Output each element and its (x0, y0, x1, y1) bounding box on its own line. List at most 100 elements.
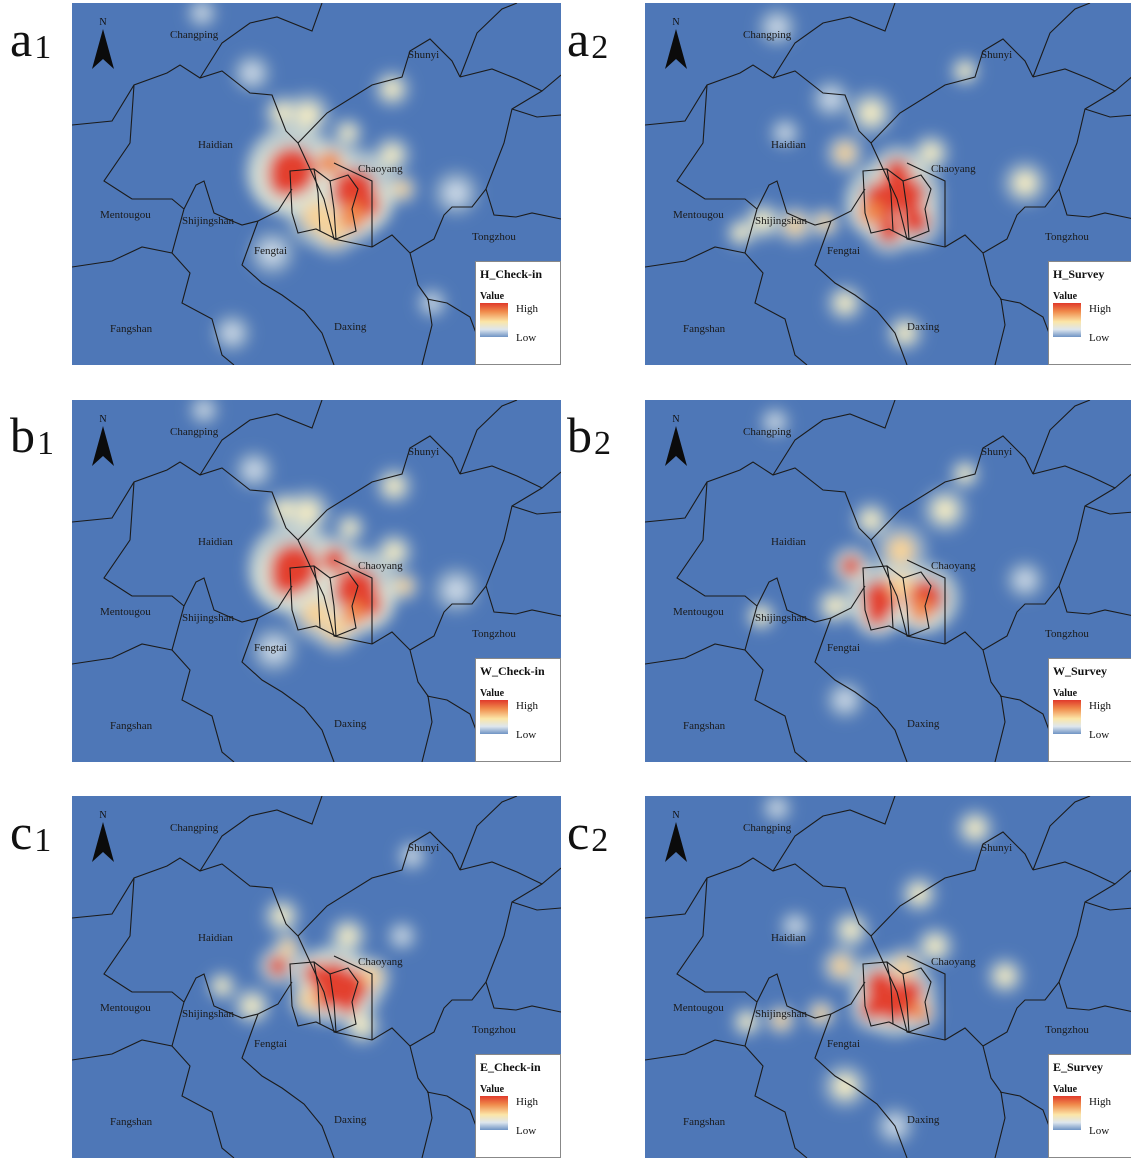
north-arrow-icon: N (90, 810, 116, 866)
district-label-daxing: Daxing (334, 321, 367, 333)
boundary-line (645, 1001, 758, 1061)
boundary-line (183, 180, 259, 226)
legend-title: E_Check-in (480, 1060, 541, 1074)
heat-spot (777, 125, 793, 141)
boundary-line (241, 220, 335, 365)
district-boundaries (72, 400, 561, 762)
district-label-daxing: Daxing (334, 1114, 367, 1126)
heat-spot (382, 145, 402, 165)
legend: W_Check-in Value High Low (475, 658, 561, 762)
heat-spot (773, 1012, 789, 1028)
heat-spot (444, 578, 468, 602)
heat-spot (260, 241, 284, 265)
heat-spot (262, 638, 286, 662)
boundary-line (676, 84, 758, 210)
heat-spot (909, 598, 933, 622)
boundary-line (297, 142, 373, 248)
heat-spot (270, 560, 306, 596)
boundary-line (906, 559, 946, 644)
district-label-chaoyang: Chaoyang (358, 163, 403, 175)
legend: H_Check-in Value High Low (475, 261, 561, 365)
district-label-shunyi: Shunyi (981, 842, 1013, 854)
district-label-daxing: Daxing (907, 718, 940, 730)
legend-value-label: Value (1053, 688, 1078, 699)
heat-layer (725, 8, 1048, 352)
boundary-line (1084, 108, 1131, 118)
district-label-shijingshan: Shijingshan (182, 1008, 234, 1020)
north-arrow-icon: N (90, 414, 116, 470)
boundary-line (982, 187, 1131, 254)
boundary-line (870, 142, 946, 248)
legend-low-label: Low (516, 729, 537, 741)
boundary-line (72, 605, 185, 665)
boundary-line (906, 162, 946, 247)
boundary-line (870, 831, 1034, 937)
boundary-line (511, 108, 561, 118)
district-label-fangshan: Fangshan (110, 323, 153, 335)
district-label-chaoyang: Chaoyang (358, 560, 403, 572)
heat-spot (965, 818, 985, 838)
boundary-line (870, 38, 1034, 144)
district-label-fangshan: Fangshan (110, 1116, 153, 1128)
boundary-line (902, 577, 910, 637)
boundary-line (862, 565, 932, 637)
panel-label-c2: c2 (567, 804, 609, 860)
boundary-line (485, 883, 543, 983)
boundary-line (171, 649, 235, 762)
heat-spot (833, 1074, 857, 1098)
district-label-changping: Changping (743, 822, 792, 834)
heat-spot (753, 608, 769, 624)
boundary-line (1032, 68, 1131, 92)
district-label-haidian: Haidian (771, 536, 806, 548)
heat-spot (444, 181, 468, 205)
legend-value-label: Value (1053, 1084, 1078, 1095)
district-boundaries (645, 796, 1131, 1158)
boundary-line (313, 961, 321, 1025)
heat-spot (268, 956, 288, 976)
heat-spot (394, 928, 410, 944)
boundary-line (944, 1027, 1006, 1158)
legend-color-ramp (480, 700, 508, 734)
heat-spot (194, 5, 210, 21)
district-label-shijingshan: Shijingshan (182, 215, 234, 227)
district-label-shijingshan: Shijingshan (755, 1008, 807, 1020)
district-label-mentougou: Mentougou (673, 1002, 724, 1014)
legend-high-label: High (516, 700, 538, 712)
heat-spot (921, 143, 941, 163)
boundary-line (676, 481, 758, 607)
north-label: N (672, 810, 680, 821)
boundary-line (459, 400, 518, 475)
heat-spot (767, 414, 783, 430)
district-label-chaoyang: Chaoyang (358, 956, 403, 968)
map-canvas (72, 3, 561, 365)
heat-spot (244, 460, 264, 480)
heat-spot (352, 1016, 372, 1036)
district-label-shunyi: Shunyi (408, 446, 440, 458)
district-label-fengtai: Fengtai (827, 245, 860, 257)
boundary-line (772, 3, 896, 79)
heat-layer (188, 400, 479, 673)
boundary-line (313, 565, 321, 629)
north-arrow-icon: N (663, 810, 689, 866)
district-label-mentougou: Mentougou (100, 1002, 151, 1014)
heat-spot (338, 926, 358, 946)
heat-spot (384, 476, 404, 496)
district-label-tongzhou: Tongzhou (472, 231, 516, 243)
boundary-line (645, 605, 758, 665)
heat-spot (933, 498, 957, 522)
boundary-line (902, 180, 910, 240)
heat-spot (396, 578, 412, 594)
district-label-shunyi: Shunyi (981, 49, 1013, 61)
boundary-line (830, 981, 866, 1015)
heat-spot (887, 536, 915, 564)
boundary-line (886, 168, 894, 232)
heat-spot (214, 978, 230, 994)
legend-title: E_Survey (1053, 1060, 1104, 1074)
legend-value-label: Value (480, 1084, 505, 1095)
north-label: N (672, 17, 680, 28)
heat-spot (909, 1002, 929, 1022)
boundary-line (371, 631, 433, 762)
district-label-daxing: Daxing (907, 321, 940, 333)
district-label-fengtai: Fengtai (254, 245, 287, 257)
legend-low-label: Low (516, 1125, 537, 1137)
